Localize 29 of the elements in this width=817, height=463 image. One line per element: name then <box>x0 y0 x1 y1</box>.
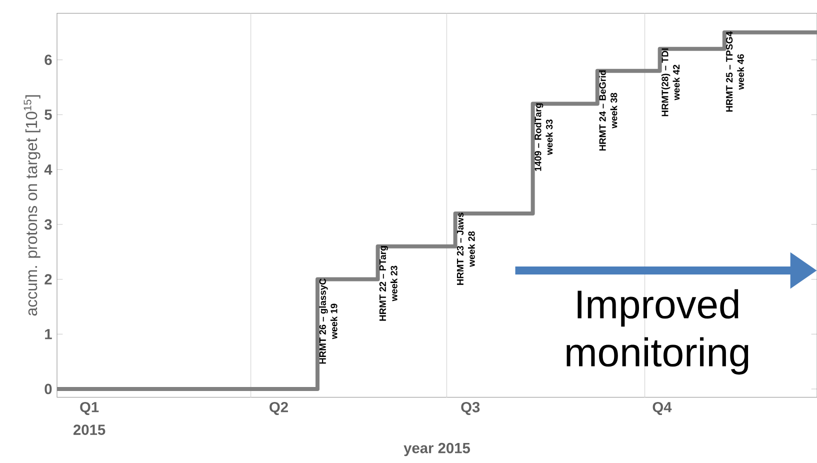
annotation: week 28 <box>468 231 475 267</box>
annotation: week 42 <box>672 64 680 100</box>
annotation: week 19 <box>330 304 338 340</box>
y-tick-label: 6 <box>44 54 52 66</box>
y-tick-label: 3 <box>44 219 52 230</box>
annotation: week 38 <box>610 92 618 128</box>
annotation: HRMT 23 – Jaws <box>456 212 464 285</box>
y-tick-label: 1 <box>45 329 52 340</box>
x-tick-label: Q1 <box>80 402 99 416</box>
x-axis-title: year 2015 <box>404 442 470 456</box>
y-tick-label: 4 <box>44 164 52 175</box>
y-tick-label: 5 <box>44 110 52 120</box>
annotation: HRMT 25 – TPSG4 <box>726 31 733 112</box>
x-tick-label: Q4 <box>652 402 672 416</box>
annotation: week 33 <box>546 120 553 155</box>
annotation: HRMT 26 – glassyC <box>319 278 328 364</box>
y-tick-label: 0 <box>44 384 52 394</box>
annotation: HRMT(28) – TDI <box>661 48 670 116</box>
y-tick-label: 2 <box>44 274 52 284</box>
annotation: HRMT 24 – BeGrid <box>599 70 606 151</box>
annotation: week 46 <box>737 54 744 90</box>
x-tick-label: Q3 <box>461 402 480 416</box>
y-axis-title: accum. protons on target [10$^{15}$] <box>24 95 40 316</box>
annotation: HRMT 22 – PTarg <box>379 246 388 321</box>
annotation: 1409 – RodTarg <box>534 103 544 171</box>
annotation: week 23 <box>390 266 398 302</box>
annotation: Improved monitoring <box>566 289 748 375</box>
text: 2015 <box>73 424 106 435</box>
x-tick-label: Q2 <box>270 402 288 416</box>
